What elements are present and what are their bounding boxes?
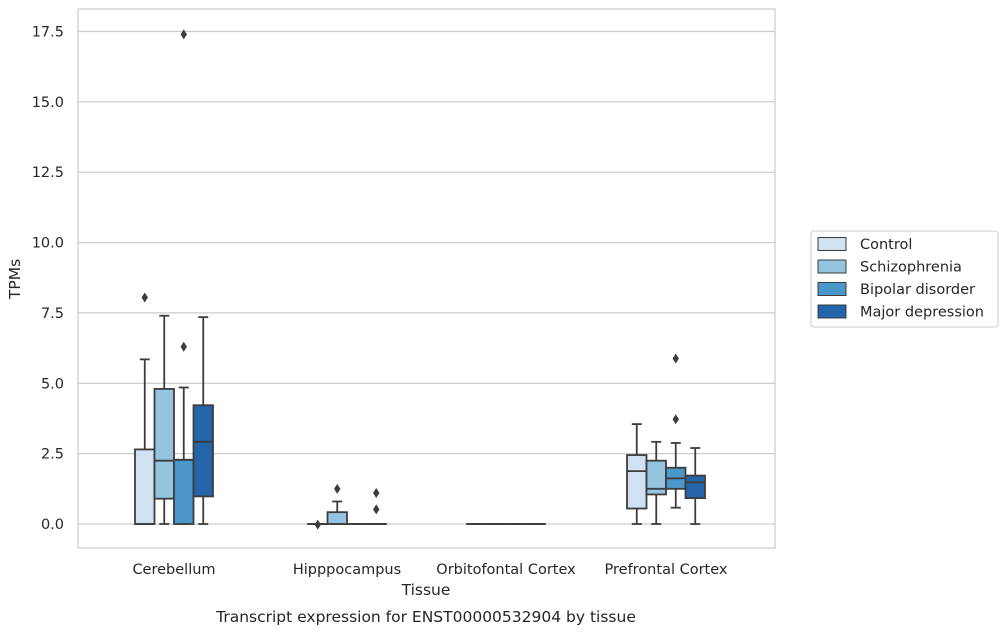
x-tick-label: Prefrontal Cortex	[605, 562, 728, 578]
box-body	[326, 511, 348, 525]
outlier-point	[180, 341, 187, 352]
box-major-depression	[192, 316, 214, 525]
box-control	[307, 519, 329, 530]
y-tick-label: 15.0	[32, 95, 64, 111]
legend-swatch	[817, 282, 847, 296]
outlier-point	[373, 504, 380, 515]
x-tick-label: Orbitofontal Cortex	[436, 562, 576, 578]
legend: Control Schizophrenia Bipolar disorder Majo…	[810, 230, 999, 328]
grid-lines	[78, 30, 775, 525]
legend-swatch	[817, 259, 847, 274]
box-plots	[134, 29, 706, 530]
box-major-depression	[365, 488, 387, 525]
x-axis-label: Tissue	[401, 581, 451, 599]
box-body	[134, 448, 156, 525]
box-body	[626, 454, 648, 510]
outlier-point	[334, 483, 341, 494]
outlier-point	[672, 414, 679, 425]
box-schizophrenia	[153, 314, 175, 525]
legend-label: Bipolar disorder	[860, 282, 975, 298]
box-bipolar-disorder	[665, 353, 687, 509]
box-control	[134, 292, 156, 525]
box-body	[173, 458, 195, 525]
y-axis-label: TPMs	[6, 259, 24, 300]
box-bipolar-disorder	[173, 29, 195, 525]
chart-caption: Transcript expression for ENST0000053290…	[215, 608, 636, 626]
legend-swatch	[817, 237, 847, 251]
y-tick-label: 17.5	[32, 25, 64, 41]
plot-frame	[77, 8, 776, 549]
y-tick-label: 12.5	[32, 165, 64, 181]
box-major-depression	[684, 447, 706, 525]
legend-label: Major depression	[860, 305, 984, 321]
y-tick-label: 7.5	[41, 306, 64, 322]
legend-label: Control	[860, 237, 912, 253]
x-tick-labels: Cerebellum Hipppocampus Orbitofontal Corte…	[132, 562, 727, 578]
box-control	[626, 423, 648, 525]
box-body	[684, 474, 706, 500]
y-tick-label: 2.5	[41, 447, 64, 463]
outlier-point	[180, 29, 187, 40]
outlier-point	[373, 488, 380, 499]
legend-frame	[810, 230, 999, 328]
y-tick-label: 5.0	[41, 376, 64, 392]
box-body	[192, 404, 214, 498]
legend-swatch	[817, 304, 847, 319]
box-body	[153, 388, 175, 500]
outlier-point	[314, 519, 321, 530]
outlier-point	[672, 353, 679, 364]
y-tick-label: 10.0	[32, 236, 64, 252]
y-tick-labels: 0.0 2.5 5.0 7.5 10.0 12.5 15.0 17.5	[32, 25, 64, 534]
x-tick-label: Cerebellum	[132, 562, 215, 578]
outlier-point	[141, 292, 148, 303]
legend-label: Schizophrenia	[860, 260, 962, 276]
box-schizophrenia	[326, 483, 348, 525]
y-tick-label: 0.0	[41, 517, 64, 533]
x-tick-label: Hipppocampus	[293, 562, 401, 578]
